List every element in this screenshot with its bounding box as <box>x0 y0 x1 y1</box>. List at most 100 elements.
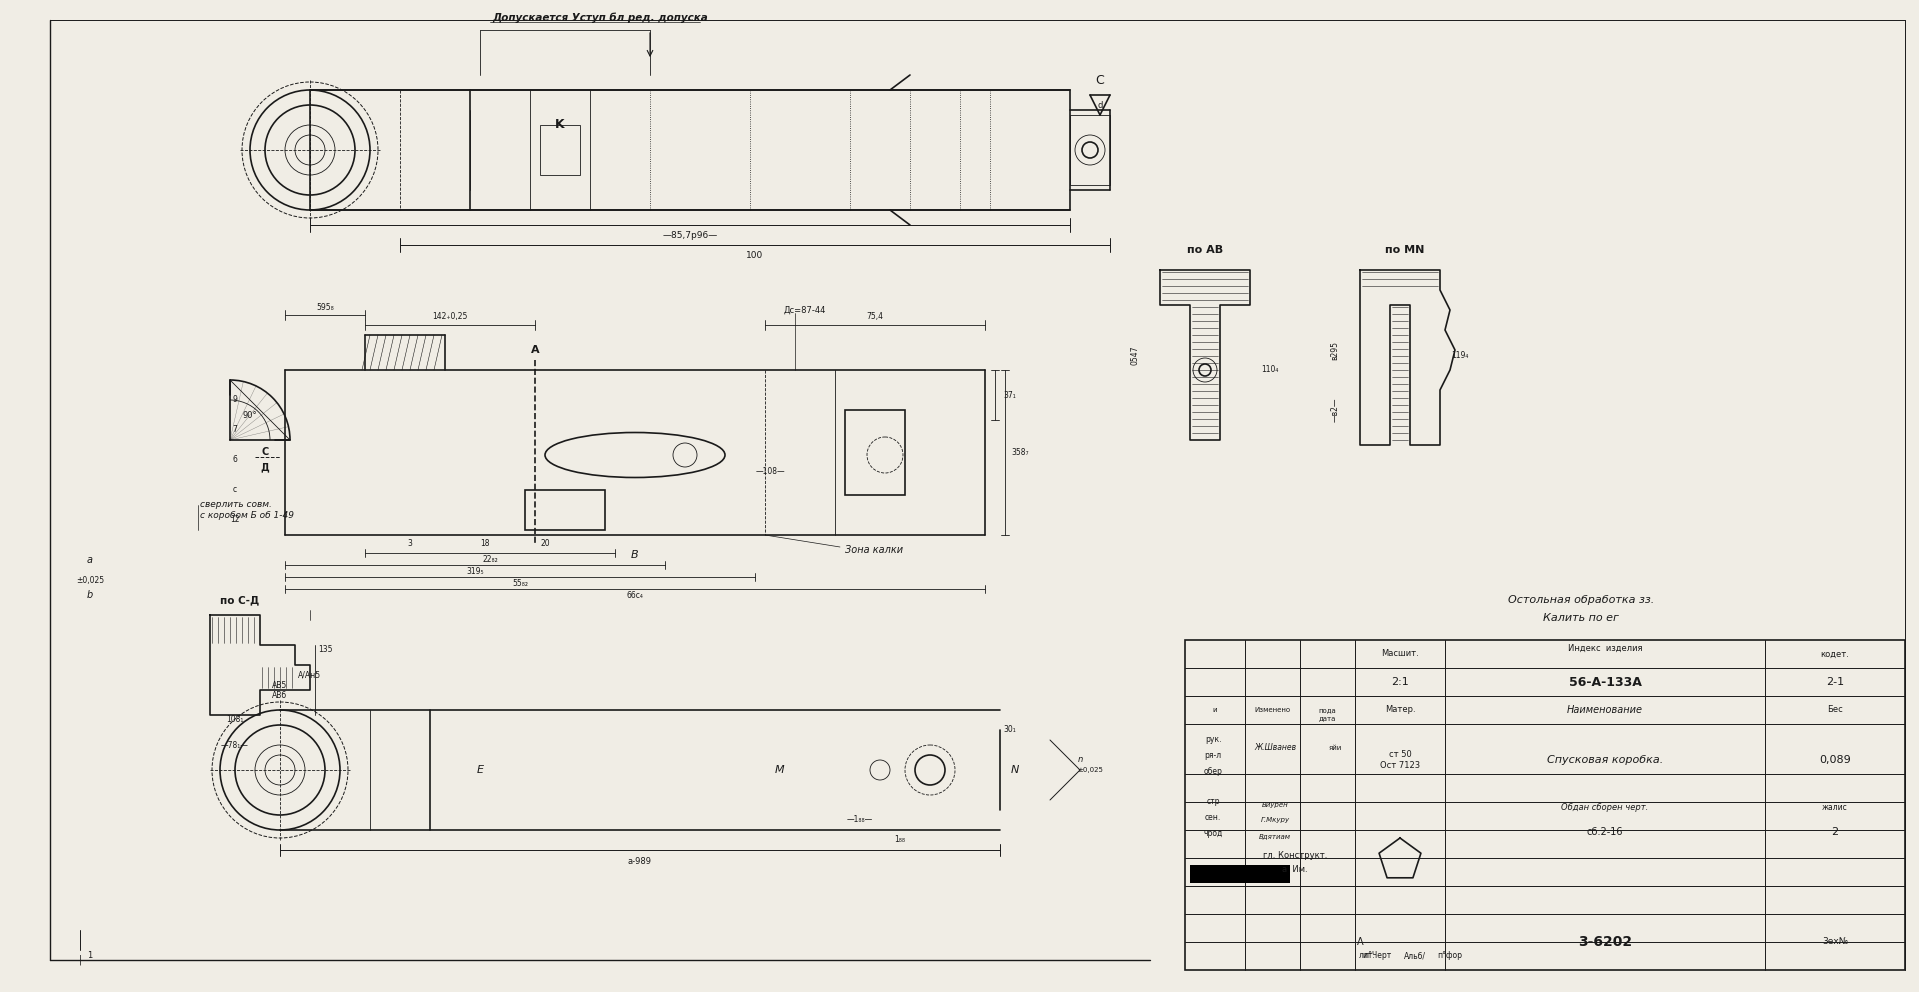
Text: кодет.: кодет. <box>1821 650 1850 659</box>
Text: 142₊0,25: 142₊0,25 <box>432 312 468 321</box>
Text: |: | <box>79 954 83 965</box>
Text: С: С <box>261 447 269 457</box>
Text: 100: 100 <box>746 251 764 260</box>
Text: 12: 12 <box>230 516 240 525</box>
Text: —85,7р96—: —85,7р96— <box>662 230 718 239</box>
Text: 18: 18 <box>480 539 489 548</box>
Text: 6: 6 <box>232 455 238 464</box>
Text: a: a <box>86 555 92 565</box>
Text: 7: 7 <box>232 426 238 434</box>
Text: Ж.Шванев: Ж.Шванев <box>1253 743 1295 753</box>
Text: N: N <box>1011 765 1019 775</box>
Text: В: В <box>631 550 639 560</box>
Text: в295: в295 <box>1330 340 1339 359</box>
Text: Спусковая коробка.: Спусковая коробка. <box>1547 755 1664 765</box>
Text: Допускается Уступ бл ред. допуска: Допускается Уступ бл ред. допуска <box>491 13 708 23</box>
Bar <box>1190 865 1290 883</box>
Text: яйи: яйи <box>1328 745 1341 751</box>
Text: Наименование: Наименование <box>1568 705 1643 715</box>
Text: Индекс  изделия: Индекс изделия <box>1568 644 1643 653</box>
Text: 1: 1 <box>88 950 92 959</box>
Text: Калить по ег: Калить по ег <box>1543 613 1620 623</box>
Text: 55₈₂: 55₈₂ <box>512 579 528 588</box>
Text: 2: 2 <box>1831 827 1838 837</box>
Text: 108₁: 108₁ <box>226 715 244 724</box>
Text: a-989: a-989 <box>628 857 652 866</box>
Text: Изменено: Изменено <box>1255 707 1291 713</box>
Text: по С-Д: по С-Д <box>221 595 259 605</box>
Text: ±0,025: ±0,025 <box>1077 767 1103 773</box>
Text: сверлить совм.
с коробом Б об 1-49: сверлить совм. с коробом Б об 1-49 <box>200 500 294 520</box>
Text: 2:1: 2:1 <box>1391 677 1409 687</box>
Text: —78₁—: —78₁— <box>221 740 249 750</box>
Text: 2-1: 2-1 <box>1827 677 1844 687</box>
Text: рук.: рук. <box>1205 735 1220 745</box>
Text: Остольная обработка зз.: Остольная обработка зз. <box>1508 595 1654 605</box>
Text: n: n <box>1077 756 1082 765</box>
Bar <box>539 125 580 175</box>
Text: Вдятиам: Вдятиам <box>1259 833 1291 839</box>
Text: Г.Мкуру: Г.Мкуру <box>1261 817 1290 823</box>
Text: сен.: сен. <box>1205 813 1220 822</box>
Text: 3: 3 <box>407 539 413 548</box>
Text: 119₄: 119₄ <box>1451 350 1468 359</box>
Text: 1₈₈: 1₈₈ <box>894 835 906 844</box>
Text: Д: Д <box>261 462 269 472</box>
Text: 20: 20 <box>539 539 551 548</box>
Text: Матер.: Матер. <box>1386 705 1416 714</box>
Text: —в2—: —в2— <box>1330 398 1339 423</box>
Text: M: M <box>775 765 785 775</box>
Text: 37₁: 37₁ <box>1004 391 1017 400</box>
Text: 595₈: 595₈ <box>317 303 334 311</box>
Bar <box>526 490 604 530</box>
Bar <box>1186 640 1906 970</box>
Text: —108—: —108— <box>756 467 785 476</box>
Text: 22₈₂: 22₈₂ <box>482 556 497 564</box>
Text: 3ех№: 3ех№ <box>1821 937 1848 946</box>
Text: ст 50
Ост 7123: ст 50 Ост 7123 <box>1380 750 1420 770</box>
Text: Альб/: Альб/ <box>1405 951 1426 960</box>
Text: E: E <box>476 765 484 775</box>
Text: по MN: по MN <box>1386 245 1424 255</box>
Text: обер: обер <box>1203 768 1222 777</box>
Text: дата: дата <box>1318 715 1336 721</box>
Text: 75,4: 75,4 <box>867 312 883 321</box>
Text: стр: стр <box>1207 798 1220 806</box>
Text: и: и <box>1213 707 1217 713</box>
Text: 110₄: 110₄ <box>1261 365 1278 375</box>
Text: сб.2-16: сб.2-16 <box>1587 827 1623 837</box>
Text: А: А <box>532 345 539 355</box>
Text: по АВ: по АВ <box>1188 245 1222 255</box>
Text: c: c <box>232 485 238 494</box>
Text: ря-л: ря-л <box>1205 752 1222 761</box>
Text: 0547: 0547 <box>1130 345 1140 365</box>
Text: 358₇: 358₇ <box>1011 448 1029 457</box>
Text: A: A <box>1357 937 1362 947</box>
Text: АВ5: АВ5 <box>272 681 288 689</box>
Bar <box>1071 115 1109 185</box>
Text: 30₁: 30₁ <box>1004 725 1017 734</box>
Text: ±0,025: ±0,025 <box>77 575 104 584</box>
Text: гл. Конструкт.: гл. Конструкт. <box>1263 851 1328 860</box>
Text: C: C <box>1096 73 1103 86</box>
Text: Обдан сборен черт.: Обдан сборен черт. <box>1562 804 1648 812</box>
Text: Виурен: Виурен <box>1261 802 1288 808</box>
Text: пода: пода <box>1318 707 1336 713</box>
Text: чрод: чрод <box>1203 829 1222 838</box>
Text: 0,089: 0,089 <box>1819 755 1850 765</box>
Text: K: K <box>555 118 564 132</box>
Text: Дс=87-44: Дс=87-44 <box>783 306 827 314</box>
Text: d: d <box>1098 100 1103 109</box>
Text: АВб: АВб <box>272 690 288 699</box>
Text: Масшит.: Масшит. <box>1382 650 1418 659</box>
Text: а  Им.: а Им. <box>1282 865 1309 875</box>
Text: 3-6202: 3-6202 <box>1577 935 1631 949</box>
Text: Бес: Бес <box>1827 705 1842 714</box>
Text: 56-А-133А: 56-А-133А <box>1568 676 1641 688</box>
Text: жалис: жалис <box>1823 804 1848 812</box>
Text: лит.: лит. <box>1359 951 1376 960</box>
Text: 90°: 90° <box>242 411 257 420</box>
Text: b: b <box>86 590 94 600</box>
Bar <box>844 410 906 495</box>
Text: А/Ан5: А/Ан5 <box>299 671 322 680</box>
